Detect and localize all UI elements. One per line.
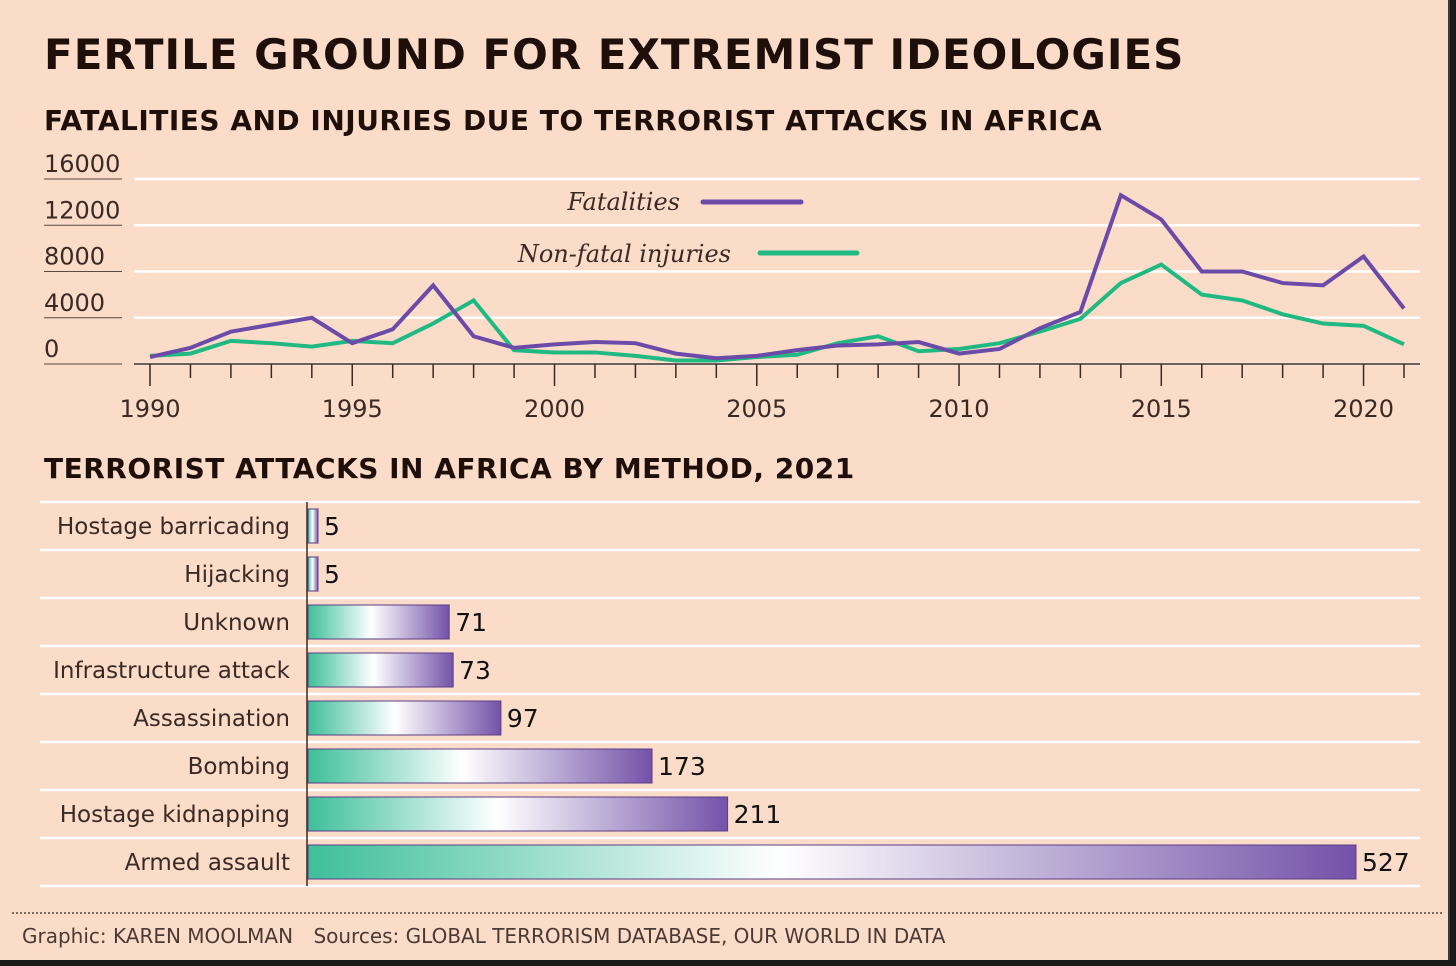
bar-value-label: 5 — [324, 512, 340, 541]
bar-value-label: 97 — [507, 704, 539, 733]
page-title: FERTILE GROUND FOR EXTREMIST IDEOLOGIES — [44, 30, 1185, 79]
bar-category-label: Hijacking — [184, 562, 290, 588]
legend-label-fatalities: Fatalities — [567, 188, 680, 216]
bar — [307, 700, 502, 736]
bar-value-label: 173 — [658, 752, 706, 781]
ytick-label: 12000 — [44, 196, 120, 224]
xtick-label: 2010 — [928, 395, 989, 423]
bar — [307, 796, 729, 832]
bar — [307, 508, 319, 544]
bar-value-label: 73 — [459, 656, 491, 685]
bar — [307, 748, 653, 784]
bar-category-label: Assassination — [133, 706, 290, 732]
bar-category-label: Armed assault — [125, 850, 290, 876]
ytick-label: 0 — [44, 335, 59, 363]
bar-category-label: Bombing — [188, 754, 290, 780]
line-chart-title: FATALITIES AND INJURIES DUE TO TERRORIST… — [44, 104, 1103, 137]
bar — [307, 652, 454, 688]
xtick-label: 2000 — [524, 395, 585, 423]
footer-divider — [12, 912, 1442, 914]
bar-chart-title: TERRORIST ATTACKS IN AFRICA BY METHOD, 2… — [44, 452, 855, 485]
bar-value-label: 527 — [1362, 848, 1410, 877]
bar-category-label: Hostage kidnapping — [60, 802, 290, 828]
footer: Graphic: KAREN MOOLMAN Sources: GLOBAL T… — [22, 924, 959, 948]
bar-category-label: Unknown — [183, 610, 290, 636]
xtick-label: 2005 — [726, 395, 787, 423]
bar-value-label: 5 — [324, 560, 340, 589]
graphic-credit: Graphic: KAREN MOOLMAN — [22, 924, 294, 948]
sources-credit: Sources: GLOBAL TERRORISM DATABASE, OUR … — [313, 924, 946, 948]
bar-category-label: Hostage barricading — [57, 514, 290, 540]
series-line-injuries — [149, 262, 1405, 363]
bar — [307, 556, 319, 592]
bar — [307, 604, 450, 640]
ytick-label: 8000 — [44, 243, 105, 271]
bar — [307, 844, 1357, 880]
legend-label-injuries: Non-fatal injuries — [517, 240, 731, 268]
xtick-label: 2015 — [1131, 395, 1192, 423]
series-line-fatalities — [149, 192, 1406, 361]
bar-value-label: 71 — [455, 608, 487, 637]
xtick-label: 1990 — [119, 395, 180, 423]
xtick-label: 1995 — [322, 395, 383, 423]
bar-value-label: 211 — [734, 800, 782, 829]
xtick-label: 2020 — [1333, 395, 1394, 423]
ytick-label: 4000 — [44, 289, 105, 317]
bar-category-label: Infrastructure attack — [53, 658, 291, 684]
ytick-label: 16000 — [44, 150, 120, 178]
